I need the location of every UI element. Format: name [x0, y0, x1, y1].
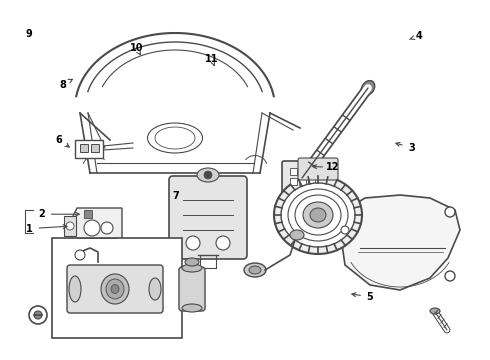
Circle shape: [84, 220, 100, 236]
FancyBboxPatch shape: [282, 161, 322, 195]
Ellipse shape: [310, 208, 326, 222]
Ellipse shape: [281, 183, 355, 247]
Text: 5: 5: [367, 292, 373, 302]
Text: 9: 9: [25, 29, 32, 39]
Ellipse shape: [244, 263, 266, 277]
Ellipse shape: [274, 176, 362, 254]
Ellipse shape: [288, 189, 348, 241]
Text: 3: 3: [408, 143, 415, 153]
FancyBboxPatch shape: [67, 265, 163, 313]
Text: 11: 11: [205, 54, 219, 64]
Ellipse shape: [182, 264, 202, 272]
Ellipse shape: [197, 168, 219, 182]
Ellipse shape: [430, 308, 440, 314]
Ellipse shape: [69, 276, 81, 302]
Ellipse shape: [295, 195, 341, 235]
Ellipse shape: [182, 304, 202, 312]
Circle shape: [445, 207, 455, 217]
Ellipse shape: [101, 274, 129, 304]
Circle shape: [101, 222, 113, 234]
Polygon shape: [340, 195, 460, 290]
Circle shape: [186, 236, 200, 250]
Bar: [308, 178, 315, 185]
Circle shape: [66, 222, 74, 230]
Circle shape: [445, 271, 455, 281]
Circle shape: [204, 171, 212, 179]
Bar: [308, 168, 315, 175]
Bar: [290, 178, 297, 185]
Bar: [52, 238, 182, 338]
Ellipse shape: [303, 202, 333, 228]
Text: 12: 12: [325, 162, 339, 172]
Ellipse shape: [185, 258, 199, 266]
Bar: [64, 216, 76, 236]
Text: 10: 10: [129, 43, 143, 53]
Circle shape: [75, 250, 85, 260]
Ellipse shape: [149, 278, 161, 300]
Bar: [80, 144, 88, 152]
Ellipse shape: [290, 230, 304, 240]
Circle shape: [29, 306, 47, 324]
Bar: [290, 168, 297, 175]
Circle shape: [34, 311, 42, 319]
Bar: [299, 168, 306, 175]
Ellipse shape: [111, 284, 119, 293]
Polygon shape: [72, 208, 122, 263]
FancyBboxPatch shape: [169, 176, 247, 259]
Bar: [299, 178, 306, 185]
Text: 1: 1: [26, 224, 33, 234]
Text: 4: 4: [416, 31, 422, 41]
FancyBboxPatch shape: [179, 267, 205, 311]
Circle shape: [216, 236, 230, 250]
Text: 7: 7: [172, 191, 179, 201]
Bar: [75, 140, 103, 158]
Text: 8: 8: [59, 80, 66, 90]
Ellipse shape: [249, 266, 261, 274]
Ellipse shape: [361, 81, 375, 95]
Circle shape: [341, 226, 349, 234]
Bar: [91, 144, 99, 152]
FancyBboxPatch shape: [298, 158, 338, 180]
Ellipse shape: [106, 279, 124, 299]
Text: 2: 2: [38, 209, 45, 219]
Text: 6: 6: [55, 135, 62, 145]
Bar: [84, 210, 92, 218]
